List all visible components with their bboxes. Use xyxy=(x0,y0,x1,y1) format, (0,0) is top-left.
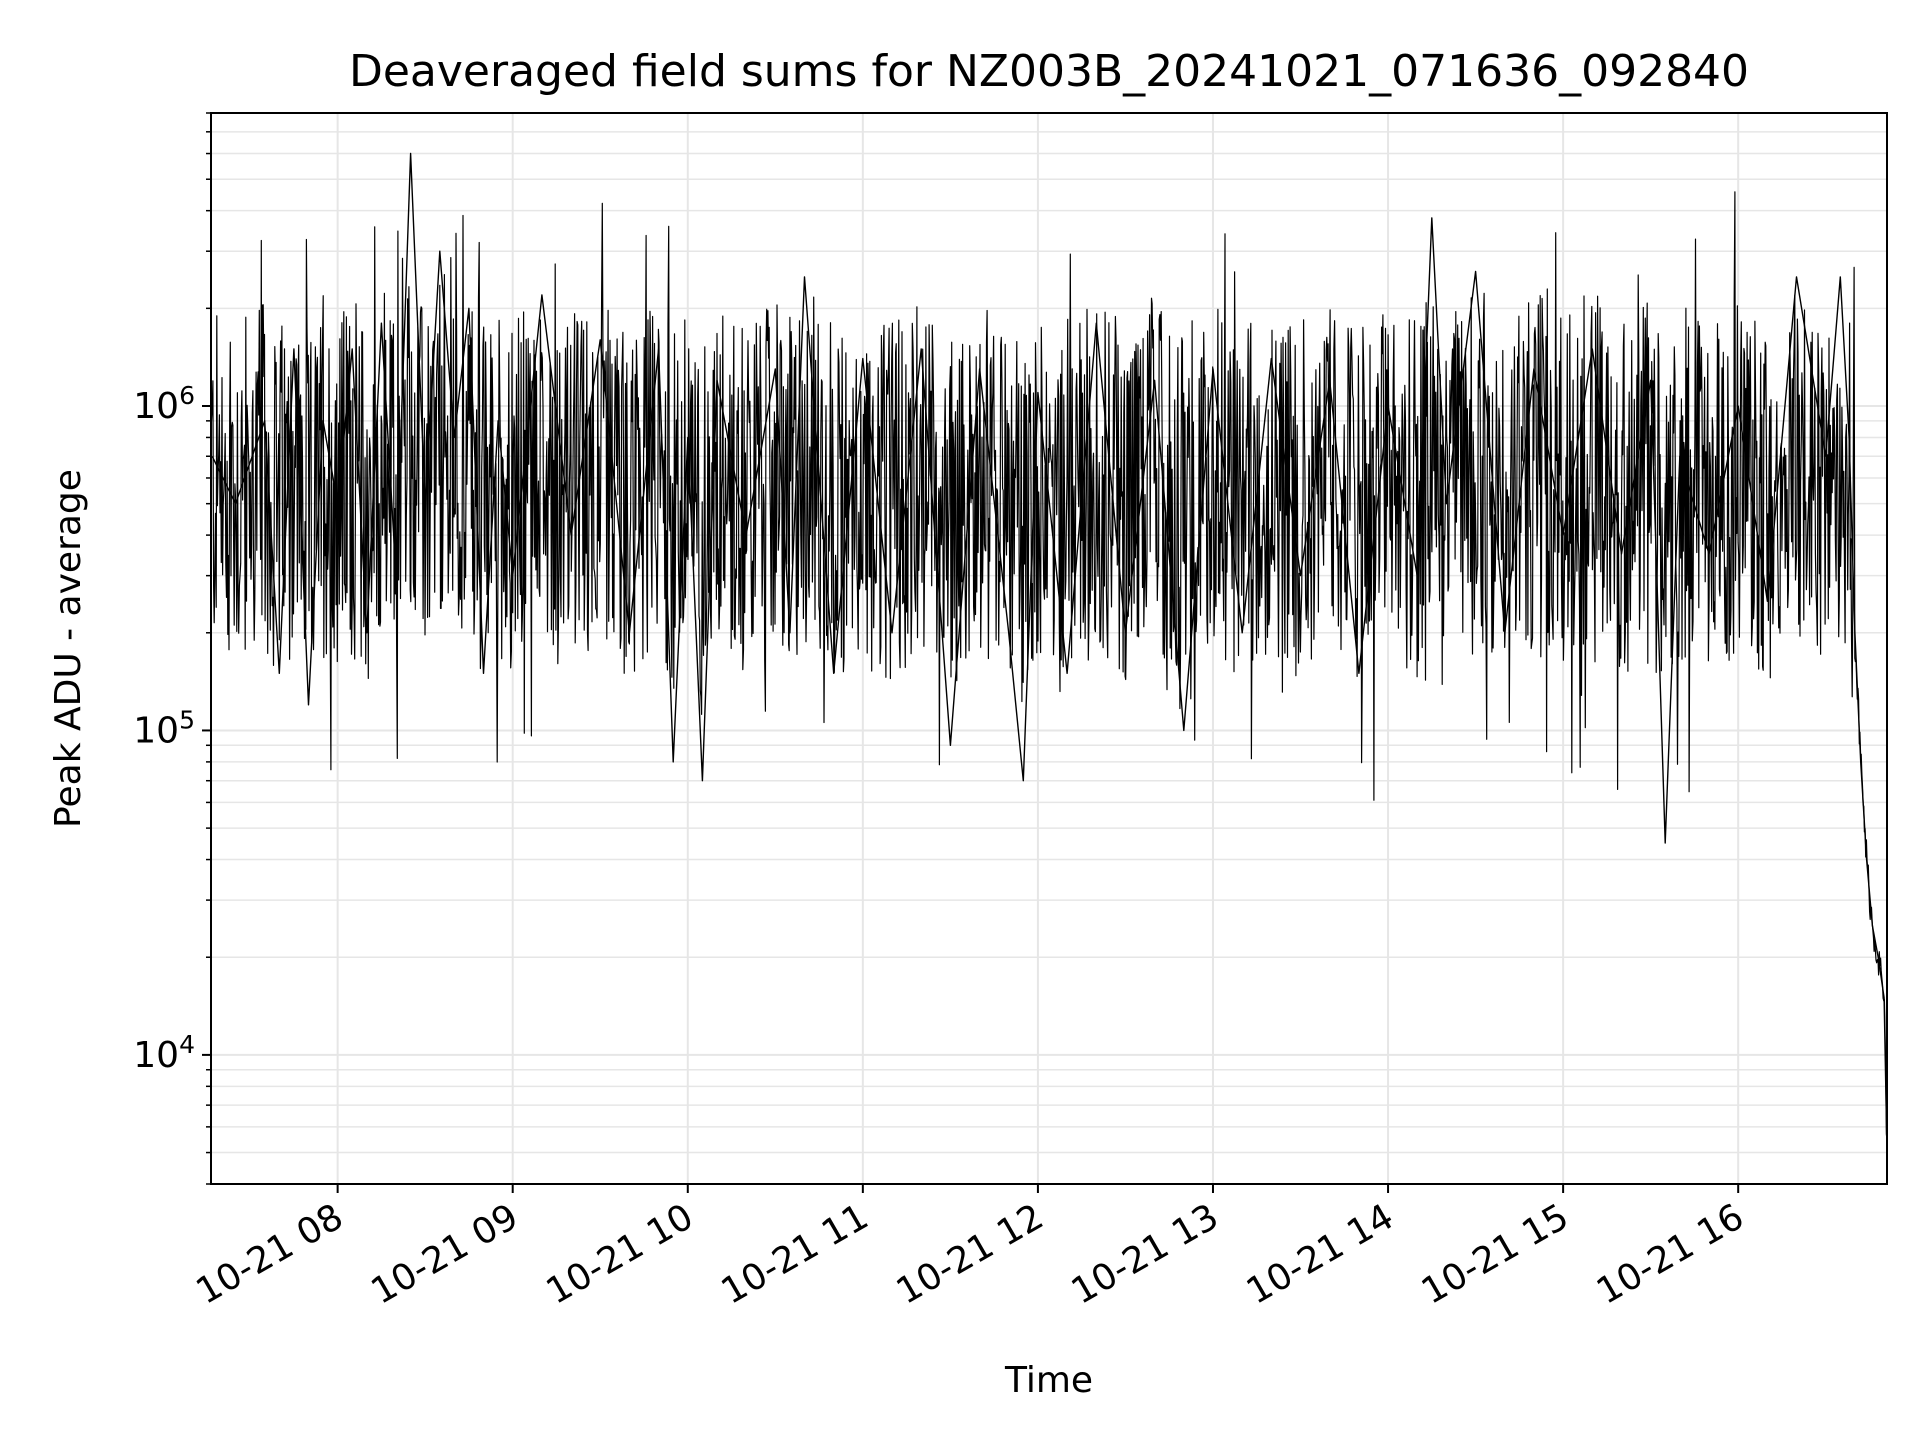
x-tick-label: 10-21 15 xyxy=(1415,1196,1576,1312)
series xyxy=(211,152,1888,1153)
x-tick-label: 10-21 13 xyxy=(1065,1196,1226,1312)
series-line xyxy=(211,152,1888,1153)
axes-frame xyxy=(210,112,1888,1185)
chart-title: Deaveraged field sums for NZ003B_2024102… xyxy=(349,46,1749,97)
x-tick-label: 10-21 10 xyxy=(540,1196,701,1312)
y-tick-label: 105 xyxy=(133,705,195,751)
x-tick-label: 10-21 08 xyxy=(189,1196,350,1312)
x-tick-label: 10-21 09 xyxy=(365,1196,526,1312)
y-axis-label: Peak ADU - average xyxy=(48,469,89,828)
x-axis-label: Time xyxy=(1004,1360,1093,1401)
x-tick-label: 10-21 12 xyxy=(890,1196,1051,1312)
ticks: 10-21 08 10-21 09 10-21 10 10-21 11 10-21 12… xyxy=(133,112,1751,1313)
series-detail xyxy=(210,191,1888,1141)
x-tick-label: 10-21 14 xyxy=(1240,1196,1401,1312)
x-tick-label: 10-21 16 xyxy=(1590,1196,1751,1312)
series-noise-trace xyxy=(210,191,1888,1141)
y-tick-label: 104 xyxy=(133,1030,195,1076)
y-tick-label: 106 xyxy=(133,381,195,427)
x-tick-label: 10-21 11 xyxy=(715,1196,876,1312)
